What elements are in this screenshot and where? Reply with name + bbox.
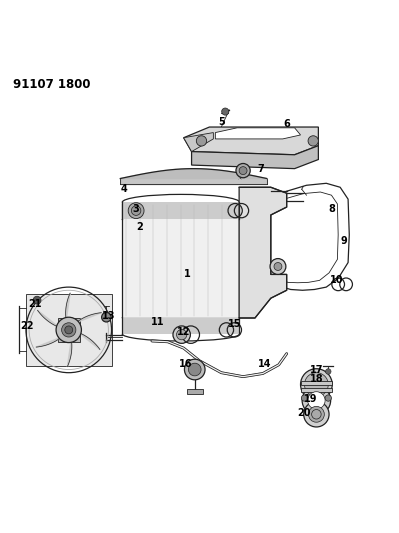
Circle shape	[33, 296, 41, 304]
Text: 18: 18	[310, 374, 323, 384]
Text: 7: 7	[257, 164, 264, 174]
Polygon shape	[192, 146, 318, 168]
Bar	[300, 387, 332, 392]
Text: 22: 22	[20, 321, 34, 331]
Circle shape	[325, 395, 332, 401]
Text: 6: 6	[283, 119, 290, 129]
Bar	[300, 381, 332, 385]
Text: 15: 15	[228, 319, 242, 329]
Circle shape	[270, 259, 286, 274]
Bar	[58, 318, 80, 342]
Circle shape	[128, 203, 144, 219]
Polygon shape	[67, 340, 72, 367]
Circle shape	[304, 401, 329, 427]
Text: 20: 20	[298, 408, 311, 418]
Circle shape	[196, 136, 207, 146]
Text: 8: 8	[329, 204, 336, 214]
Circle shape	[56, 317, 81, 343]
Polygon shape	[76, 313, 101, 323]
Circle shape	[131, 206, 141, 215]
Bar	[187, 389, 203, 394]
Circle shape	[308, 406, 324, 422]
Text: 10: 10	[330, 276, 343, 285]
Text: 11: 11	[151, 317, 165, 327]
Circle shape	[188, 363, 201, 376]
Circle shape	[301, 395, 308, 401]
Circle shape	[239, 167, 247, 175]
Bar	[122, 203, 239, 318]
Circle shape	[236, 164, 250, 177]
Circle shape	[308, 392, 325, 409]
Text: 2: 2	[137, 222, 144, 232]
Bar	[122, 203, 239, 219]
Text: 12: 12	[177, 327, 190, 337]
Circle shape	[222, 108, 229, 115]
Circle shape	[184, 359, 205, 380]
Polygon shape	[184, 133, 213, 151]
Circle shape	[326, 369, 331, 374]
Bar	[26, 294, 112, 366]
Text: 17: 17	[310, 365, 323, 375]
Text: 3: 3	[133, 204, 140, 214]
Text: 16: 16	[179, 359, 192, 369]
Circle shape	[304, 373, 328, 397]
Polygon shape	[239, 187, 286, 318]
Text: 9: 9	[341, 236, 348, 246]
Circle shape	[176, 329, 187, 340]
Circle shape	[300, 369, 332, 400]
Circle shape	[102, 312, 111, 322]
Polygon shape	[215, 128, 300, 139]
Polygon shape	[184, 127, 318, 155]
Text: 5: 5	[218, 117, 225, 127]
Text: 91107 1800: 91107 1800	[13, 78, 91, 91]
Polygon shape	[78, 333, 100, 350]
Text: 19: 19	[304, 394, 317, 404]
Text: 1: 1	[184, 269, 191, 279]
Text: 13: 13	[102, 311, 115, 321]
Bar	[122, 318, 239, 334]
Circle shape	[173, 326, 190, 343]
Polygon shape	[36, 337, 62, 347]
Text: 14: 14	[258, 359, 272, 369]
Polygon shape	[38, 310, 59, 327]
Text: 21: 21	[28, 299, 42, 309]
Polygon shape	[66, 293, 70, 320]
Polygon shape	[120, 168, 267, 179]
Circle shape	[65, 326, 73, 334]
Circle shape	[274, 263, 282, 270]
Circle shape	[61, 323, 76, 337]
Text: 4: 4	[121, 184, 128, 194]
Circle shape	[302, 386, 331, 415]
Circle shape	[308, 136, 318, 146]
